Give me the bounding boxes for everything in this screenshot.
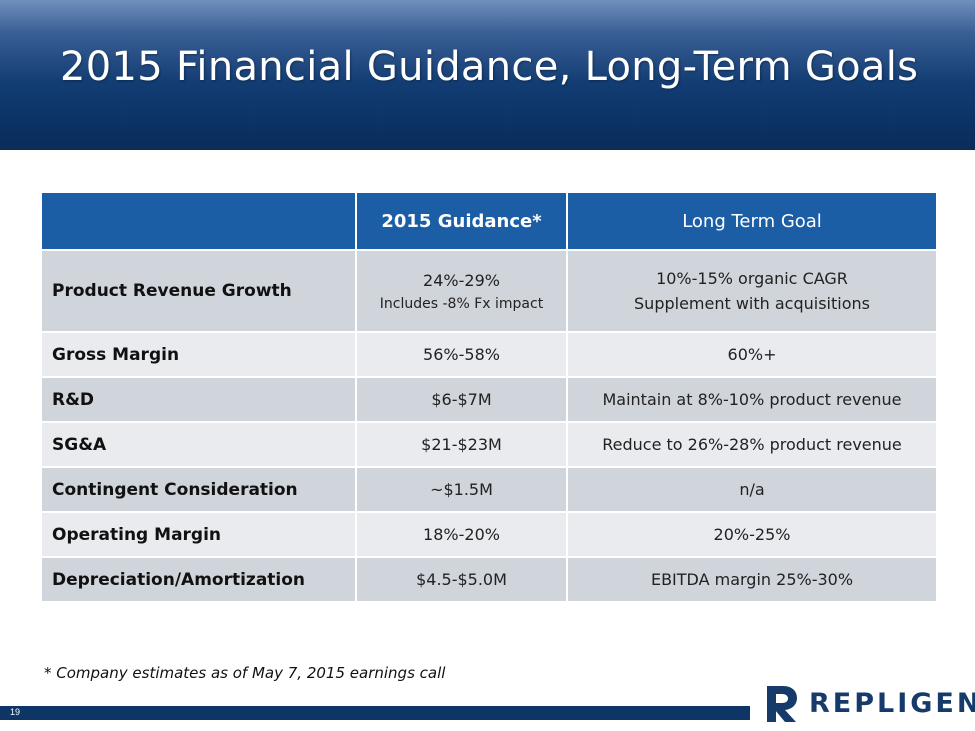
guidance-cell: $21-$23M bbox=[355, 421, 568, 468]
table-row: R&D $6-$7M Maintain at 8%-10% product re… bbox=[40, 376, 938, 423]
guidance-cell: 56%-58% bbox=[355, 331, 568, 378]
header-blank bbox=[40, 191, 357, 251]
header-long-term-goal: Long Term Goal bbox=[566, 191, 938, 251]
goal-cell: Maintain at 8%-10% product revenue bbox=[566, 376, 938, 423]
goal-cell: EBITDA margin 25%-30% bbox=[566, 556, 938, 603]
table-row: Operating Margin 18%-20% 20%-25% bbox=[40, 511, 938, 558]
guidance-cell: 24%-29% Includes -8% Fx impact bbox=[355, 249, 568, 333]
table-header-row: 2015 Guidance* Long Term Goal bbox=[40, 191, 938, 251]
row-label: R&D bbox=[40, 376, 357, 423]
row-label: Product Revenue Growth bbox=[40, 249, 357, 333]
footer-bar: 19 bbox=[0, 706, 750, 720]
row-label: Gross Margin bbox=[40, 331, 357, 378]
goal-value: 10%-15% organic CAGR bbox=[656, 269, 848, 288]
table-row: Depreciation/Amortization $4.5-$5.0M EBI… bbox=[40, 556, 938, 603]
guidance-note: Includes -8% Fx impact bbox=[379, 295, 544, 312]
goal-value-line2: Supplement with acquisitions bbox=[634, 294, 870, 313]
table-row: Contingent Consideration ~$1.5M n/a bbox=[40, 466, 938, 513]
guidance-table: 2015 Guidance* Long Term Goal Product Re… bbox=[40, 191, 938, 603]
goal-cell: 60%+ bbox=[566, 331, 938, 378]
table-row: Gross Margin 56%-58% 60%+ bbox=[40, 331, 938, 378]
row-label: SG&A bbox=[40, 421, 357, 468]
goal-cell: n/a bbox=[566, 466, 938, 513]
row-label: Depreciation/Amortization bbox=[40, 556, 357, 603]
goal-cell: Reduce to 26%-28% product revenue bbox=[566, 421, 938, 468]
goal-cell: 10%-15% organic CAGR Supplement with acq… bbox=[566, 249, 938, 333]
table-row: Product Revenue Growth 24%-29% Includes … bbox=[40, 249, 938, 333]
logo-wordmark: REPLIGEN bbox=[809, 688, 975, 719]
header-2015-guidance: 2015 Guidance* bbox=[355, 191, 568, 251]
guidance-value: 24%-29% bbox=[423, 270, 500, 290]
repligen-logo: REPLIGEN bbox=[763, 684, 975, 724]
guidance-cell: $4.5-$5.0M bbox=[355, 556, 568, 603]
page-number: 19 bbox=[10, 707, 21, 717]
footnote: * Company estimates as of May 7, 2015 ea… bbox=[44, 664, 446, 682]
repligen-r-icon bbox=[767, 686, 797, 722]
title-banner: 2015 Financial Guidance, Long-Term Goals bbox=[0, 0, 975, 150]
table-row: SG&A $21-$23M Reduce to 26%-28% product … bbox=[40, 421, 938, 468]
slide-title: 2015 Financial Guidance, Long-Term Goals bbox=[60, 44, 919, 90]
guidance-cell: 18%-20% bbox=[355, 511, 568, 558]
row-label: Operating Margin bbox=[40, 511, 357, 558]
guidance-cell: $6-$7M bbox=[355, 376, 568, 423]
goal-cell: 20%-25% bbox=[566, 511, 938, 558]
row-label: Contingent Consideration bbox=[40, 466, 357, 513]
guidance-cell: ~$1.5M bbox=[355, 466, 568, 513]
